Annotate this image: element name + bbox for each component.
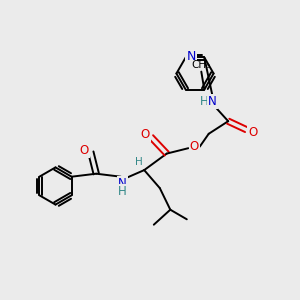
Text: H: H bbox=[135, 157, 143, 167]
Text: H: H bbox=[118, 185, 127, 198]
Text: O: O bbox=[140, 128, 150, 141]
Text: O: O bbox=[248, 125, 257, 139]
Text: N: N bbox=[186, 50, 196, 63]
Text: O: O bbox=[80, 144, 89, 157]
Text: CH₃: CH₃ bbox=[192, 60, 211, 70]
Text: N: N bbox=[208, 95, 217, 108]
Text: N: N bbox=[118, 177, 127, 190]
Text: H: H bbox=[200, 95, 208, 108]
Text: O: O bbox=[190, 140, 199, 153]
